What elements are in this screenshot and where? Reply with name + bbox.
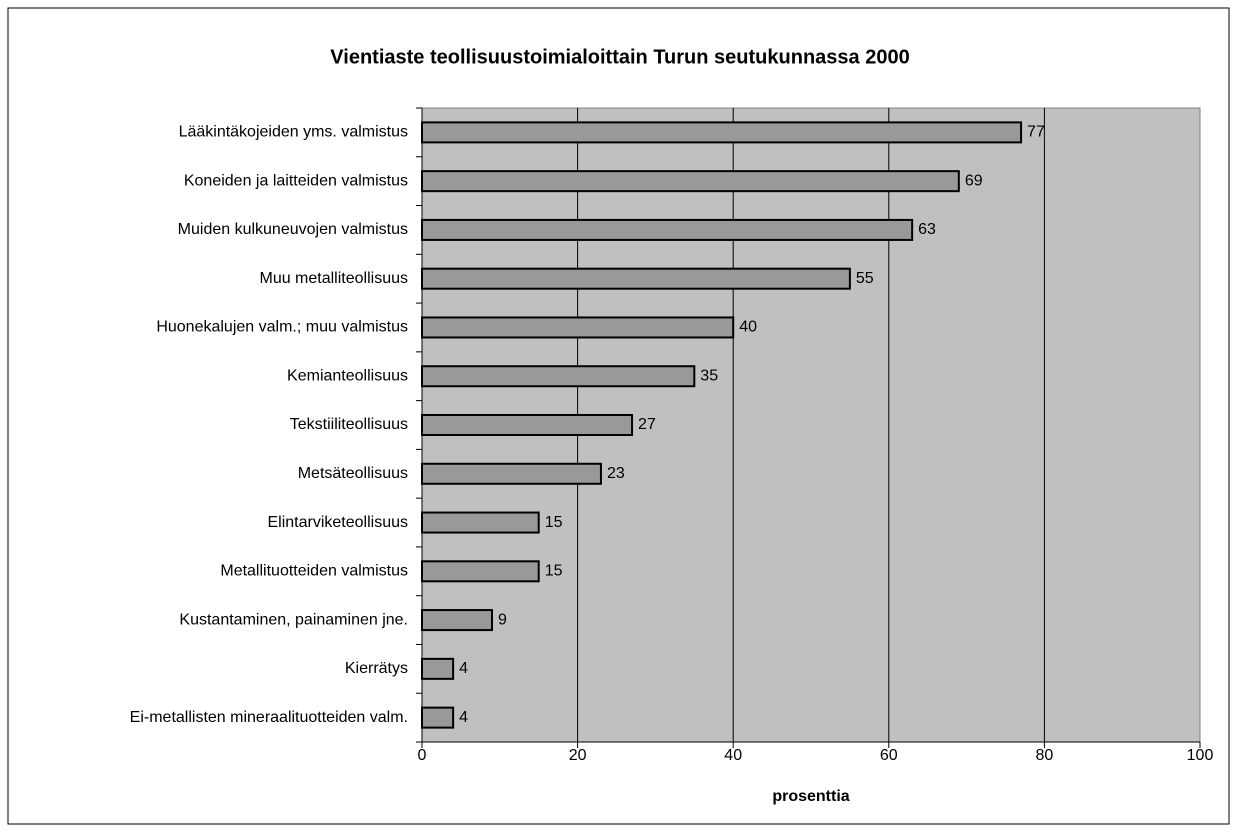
bar <box>421 511 540 534</box>
y-tick-label: Kustantaminen, painaminen jne. <box>179 611 408 628</box>
x-tick-label: 80 <box>1036 747 1054 764</box>
bar <box>421 560 540 583</box>
bar <box>421 609 494 632</box>
y-tick-label: Ei-metallisten mineraalituotteiden valm. <box>130 709 408 726</box>
bar <box>421 121 1023 144</box>
data-label: 15 <box>545 563 563 580</box>
y-tick-label: Metallituotteiden valmistus <box>220 563 408 580</box>
x-tick-label: 20 <box>569 747 587 764</box>
bar <box>421 414 634 436</box>
y-tick-label: Tekstiiliteollisuus <box>290 416 408 433</box>
data-label: 9 <box>498 611 507 628</box>
data-label: 77 <box>1027 124 1045 141</box>
data-label: 4 <box>459 709 468 726</box>
y-tick-label: Muu metalliteollisuus <box>259 270 408 287</box>
data-label: 4 <box>459 660 468 677</box>
bar <box>421 365 696 388</box>
bar <box>421 462 602 485</box>
data-label: 63 <box>918 221 936 238</box>
data-label: 55 <box>856 270 874 287</box>
x-axis-title: prosenttia <box>772 788 849 805</box>
bar <box>421 267 851 290</box>
y-tick-label: Metsäteollisuus <box>298 465 408 482</box>
x-tick-label: 0 <box>418 747 427 764</box>
x-tick-label: 60 <box>880 747 898 764</box>
bar <box>421 170 960 193</box>
y-tick-label: Koneiden ja laitteiden valmistus <box>184 172 408 189</box>
bar <box>421 316 735 339</box>
data-label: 15 <box>545 514 563 531</box>
data-label: 69 <box>965 172 983 189</box>
x-tick-label: 40 <box>724 747 742 764</box>
y-tick-label: Kierrätys <box>345 660 408 677</box>
data-label: 27 <box>638 416 656 433</box>
y-tick-label: Elintarviketeollisuus <box>267 514 408 531</box>
data-label: 35 <box>700 367 718 384</box>
bar <box>421 657 455 680</box>
x-tick-label: 100 <box>1187 747 1214 764</box>
data-label: 40 <box>739 319 757 336</box>
y-tick-label: Muiden kulkuneuvojen valmistus <box>178 221 408 238</box>
y-tick-label: Kemianteollisuus <box>287 367 408 384</box>
data-label: 23 <box>607 465 625 482</box>
chart-title: Vientiaste teollisuustoimialoittain Turu… <box>330 46 909 68</box>
y-tick-label: Huonekalujen valm.; muu valmistus <box>156 319 408 336</box>
bar <box>421 218 914 241</box>
y-tick-label: Lääkintäkojeiden yms. valmistus <box>179 124 408 141</box>
bar <box>421 706 455 729</box>
